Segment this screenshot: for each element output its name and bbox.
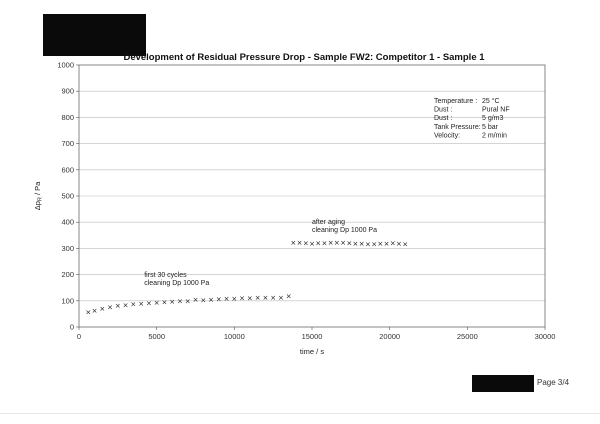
data-point: ×	[365, 240, 371, 248]
y-axis-label-symbol: Δp	[33, 201, 42, 210]
page-divider	[0, 413, 600, 414]
annotation-line: cleaning Dp 1000 Pa	[144, 280, 209, 287]
data-point: ×	[99, 305, 105, 313]
info-value: Pural NF	[482, 107, 510, 114]
x-tick-label: 25000	[457, 332, 478, 341]
data-point: ×	[334, 239, 340, 247]
y-tick-label: 600	[61, 165, 74, 174]
x-tick-label: 0	[77, 332, 81, 341]
data-point: ×	[270, 294, 276, 302]
data-point: ×	[123, 301, 129, 309]
data-point: ×	[177, 298, 183, 306]
data-point: ×	[396, 240, 402, 248]
info-label: Temperature :	[434, 98, 477, 105]
info-label: Tank Pressure:	[434, 124, 481, 131]
data-point: ×	[371, 240, 377, 248]
x-tick-label: 30000	[535, 332, 556, 341]
data-point: ×	[262, 294, 268, 302]
y-axis-label: ΔpR / Pa	[33, 181, 44, 210]
data-point: ×	[107, 303, 113, 311]
test-conditions-box: Temperature : 25 °C Dust : Pural NF Dust : 5 …	[434, 97, 510, 139]
annotation-line: first 30 cycles	[144, 272, 187, 279]
data-point: ×	[200, 296, 206, 304]
y-tick-label: 900	[61, 87, 74, 96]
y-axis-label-subscript: R	[38, 197, 44, 201]
data-point: ×	[224, 295, 230, 303]
data-point: ×	[340, 239, 346, 247]
data-point: ×	[239, 295, 245, 303]
x-tick-label: 15000	[302, 332, 323, 341]
info-value: 5 g/m3	[482, 115, 504, 122]
data-point: ×	[169, 298, 175, 306]
data-point: ×	[359, 240, 365, 248]
data-point: ×	[402, 240, 408, 248]
data-point: ×	[146, 299, 152, 307]
data-point: ×	[303, 240, 309, 248]
data-point: ×	[247, 295, 253, 303]
data-point: ×	[255, 294, 261, 302]
info-value: 25 °C	[482, 97, 500, 105]
x-tick-label: 5000	[148, 332, 165, 341]
data-point: ×	[130, 300, 136, 308]
y-tick-label: 400	[61, 218, 74, 227]
data-point: ×	[384, 240, 390, 248]
data-point: ×	[328, 239, 334, 247]
y-tick-label: 700	[61, 139, 74, 148]
x-axis-label: time / s	[300, 347, 324, 356]
data-point: ×	[231, 295, 237, 303]
y-tick-label: 1000	[57, 61, 74, 70]
redaction-block-top	[43, 14, 146, 56]
y-tick-label: 100	[61, 296, 74, 305]
info-label: Dust :	[434, 115, 452, 122]
data-point: ×	[278, 294, 284, 302]
data-point: ×	[290, 239, 296, 247]
data-point: ×	[377, 240, 383, 248]
data-point: ×	[309, 240, 315, 248]
data-point: ×	[92, 307, 98, 315]
data-point: ×	[138, 300, 144, 308]
info-label: Velocity:	[434, 132, 460, 139]
data-point: ×	[390, 240, 396, 248]
data-point: ×	[85, 309, 91, 317]
chart-title: Development of Residual Pressure Drop - …	[123, 52, 485, 63]
data-point: ×	[161, 298, 167, 306]
data-point: ×	[208, 296, 214, 304]
annotation-line: after aging	[312, 219, 345, 226]
data-point: ×	[115, 302, 121, 310]
y-tick-label: 200	[61, 270, 74, 279]
data-point: ×	[321, 239, 327, 247]
data-point: ×	[154, 299, 160, 307]
data-point: ×	[286, 293, 292, 301]
y-axis-label-unit: / Pa	[33, 181, 42, 197]
data-point: ×	[193, 296, 199, 304]
data-point: ×	[346, 240, 352, 248]
data-point: ×	[353, 240, 359, 248]
data-point: ×	[185, 298, 191, 306]
redaction-block-bottom	[472, 375, 534, 392]
data-point: ×	[297, 239, 303, 247]
y-tick-label: 300	[61, 244, 74, 253]
info-label: Dust :	[434, 107, 452, 114]
x-tick-label: 20000	[379, 332, 400, 341]
grid-lines	[79, 90, 545, 302]
data-point: ×	[315, 240, 321, 248]
x-tick-label: 10000	[224, 332, 245, 341]
annotation-line: cleaning Dp 1000 Pa	[312, 227, 377, 234]
data-point: ×	[216, 295, 222, 303]
y-tick-label: 0	[70, 323, 74, 332]
info-value: 2 m/min	[482, 132, 507, 139]
page-number: Page 3/4	[537, 378, 570, 387]
data-points: × × × × × × × × × × × × × × × × × × × × × × × × × × ×× × × × × × × × × × × × ×…	[85, 239, 408, 316]
y-tick-label: 800	[61, 113, 74, 122]
y-tick-label: 500	[61, 192, 74, 201]
info-value: 5 bar	[482, 124, 499, 131]
